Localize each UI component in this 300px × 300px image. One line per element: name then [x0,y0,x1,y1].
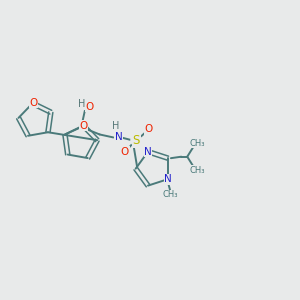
Text: CH₃: CH₃ [189,166,205,175]
Text: S: S [133,134,140,147]
Text: O: O [121,147,129,157]
Text: N: N [115,132,123,142]
Text: H: H [78,99,85,109]
Text: CH₃: CH₃ [163,190,178,199]
Text: N: N [144,147,152,157]
Text: CH₃: CH₃ [189,139,205,148]
Text: O: O [80,121,88,130]
Text: O: O [29,98,38,108]
Text: H: H [112,121,119,131]
Circle shape [131,135,142,146]
Text: O: O [145,124,153,134]
Text: O: O [85,101,94,112]
Text: N: N [164,174,172,184]
